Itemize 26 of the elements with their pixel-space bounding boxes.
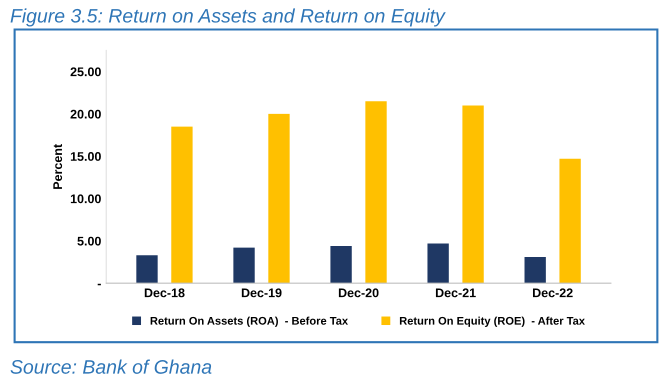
y-axis-title: Percent bbox=[53, 144, 62, 189]
bar bbox=[462, 105, 484, 284]
bar bbox=[524, 256, 546, 284]
chart-title: Figure 3.5: Return on Assets and Return on Equity bbox=[10, 8, 446, 27]
y-tick-label: 15.00 bbox=[70, 152, 101, 161]
legend-label: Return On Assets (ROA) - Before Tax bbox=[150, 316, 348, 327]
bar bbox=[171, 126, 193, 284]
x-tick-label: Dec-22 bbox=[532, 288, 573, 298]
bar bbox=[233, 248, 255, 284]
bar bbox=[559, 158, 581, 284]
x-tick-label: Dec-20 bbox=[338, 288, 379, 298]
bar bbox=[268, 114, 290, 284]
source-note: Source: Bank of Ghana bbox=[10, 360, 212, 374]
y-tick-label: 25.00 bbox=[70, 67, 101, 76]
legend-label: Return On Equity (ROE) - After Tax bbox=[400, 316, 585, 327]
bar bbox=[427, 243, 449, 284]
x-tick-label: Dec-18 bbox=[144, 288, 185, 298]
y-tick-label: 5.00 bbox=[77, 236, 101, 246]
y-tick-label: 20.00 bbox=[70, 110, 101, 119]
x-tick-label: Dec-19 bbox=[242, 288, 282, 298]
x-tick-label: Dec-21 bbox=[436, 288, 476, 298]
bar bbox=[136, 255, 158, 284]
y-tick-label: - bbox=[98, 284, 101, 286]
bar bbox=[330, 246, 352, 284]
y-tick-label: 10.00 bbox=[70, 194, 101, 204]
bar bbox=[365, 101, 387, 284]
